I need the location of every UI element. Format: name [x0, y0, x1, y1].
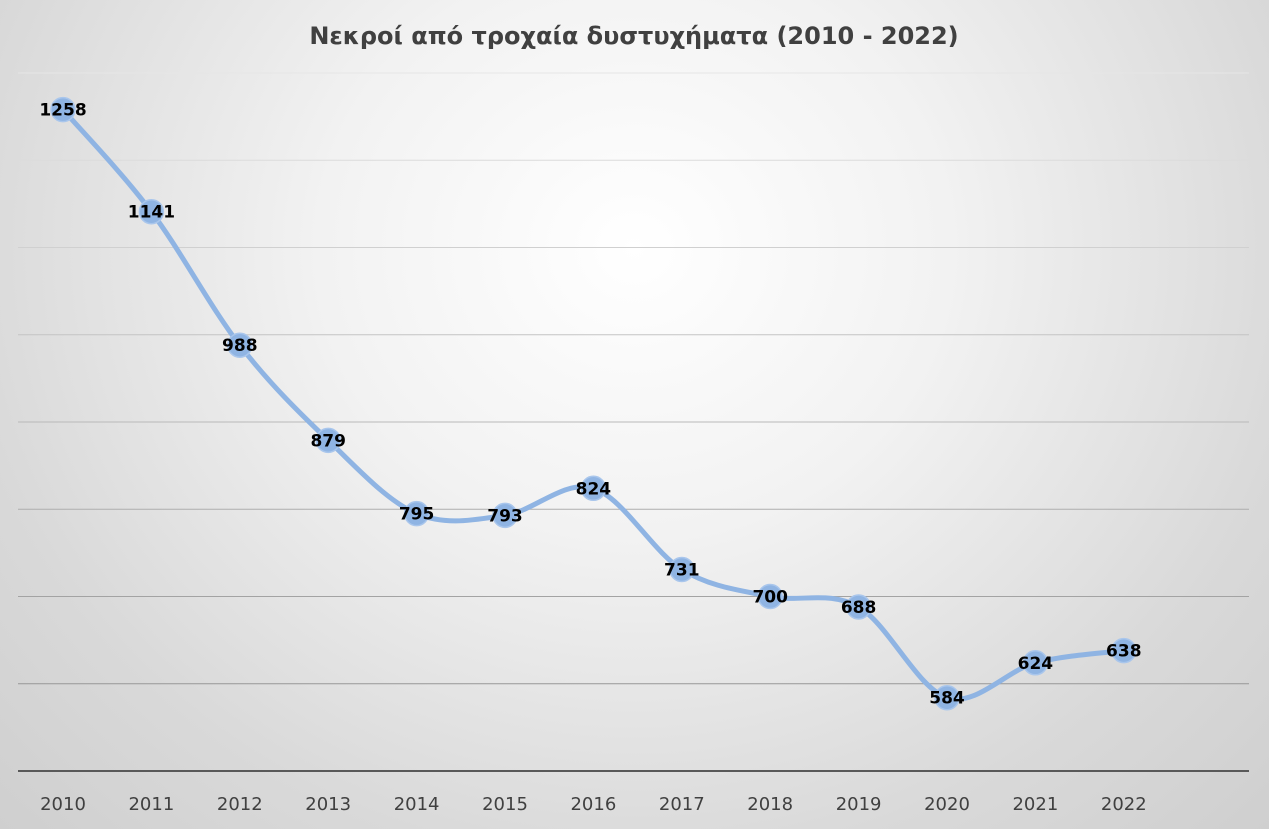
data-label: 731	[664, 560, 700, 580]
x-axis-tick-labels: 2010 2011 2012 2013 2014 2015 2016 2017 2018 2019…	[40, 794, 1147, 815]
chart-title: Νεκροί από τροχαία δυστυχήματα (2010 - 2…	[309, 22, 958, 50]
data-label: 824	[576, 479, 612, 499]
data-label: 879	[310, 431, 346, 451]
data-point-marker	[315, 427, 341, 454]
data-point-marker	[403, 500, 430, 527]
data-point-marker	[580, 475, 607, 502]
data-label: 988	[222, 336, 258, 356]
data-label: 638	[1106, 642, 1142, 662]
x-tick-label: 2011	[128, 794, 174, 815]
x-tick-label: 2021	[1012, 794, 1058, 815]
data-markers	[50, 96, 1137, 711]
x-tick-label: 2017	[659, 794, 705, 815]
x-tick-label: 2010	[40, 794, 86, 815]
series-line	[60, 107, 1127, 702]
x-tick-label: 2020	[924, 794, 970, 815]
data-point-marker	[845, 594, 872, 620]
data-point-marker	[50, 96, 76, 123]
data-label: 700	[752, 588, 788, 608]
data-labels: 1258 1141 988 879 795 793 824 731 700 688 584 624 63…	[39, 101, 1141, 709]
data-point-marker	[934, 684, 960, 711]
data-label: 793	[487, 506, 523, 526]
data-point-marker	[1022, 650, 1049, 676]
data-label: 1258	[39, 101, 86, 121]
x-tick-label: 2013	[305, 794, 351, 815]
data-label: 795	[399, 505, 435, 525]
data-point-marker	[757, 583, 783, 610]
data-label: 584	[929, 689, 965, 709]
gridlines	[18, 72, 1249, 685]
data-label: 688	[841, 598, 877, 618]
data-point-marker	[669, 556, 695, 583]
data-label: 1141	[128, 203, 175, 223]
x-tick-label: 2018	[747, 794, 793, 815]
data-point-marker	[1111, 637, 1137, 664]
data-point-marker	[492, 502, 518, 529]
data-label: 624	[1018, 654, 1054, 674]
data-point-marker	[227, 332, 253, 358]
x-tick-label: 2019	[836, 794, 882, 815]
data-point-marker	[138, 198, 165, 225]
x-tick-label: 2016	[570, 794, 616, 815]
x-tick-label: 2015	[482, 794, 528, 815]
x-tick-label: 2012	[217, 794, 263, 815]
x-tick-label: 2014	[394, 794, 440, 815]
x-tick-label: 2022	[1101, 794, 1147, 815]
